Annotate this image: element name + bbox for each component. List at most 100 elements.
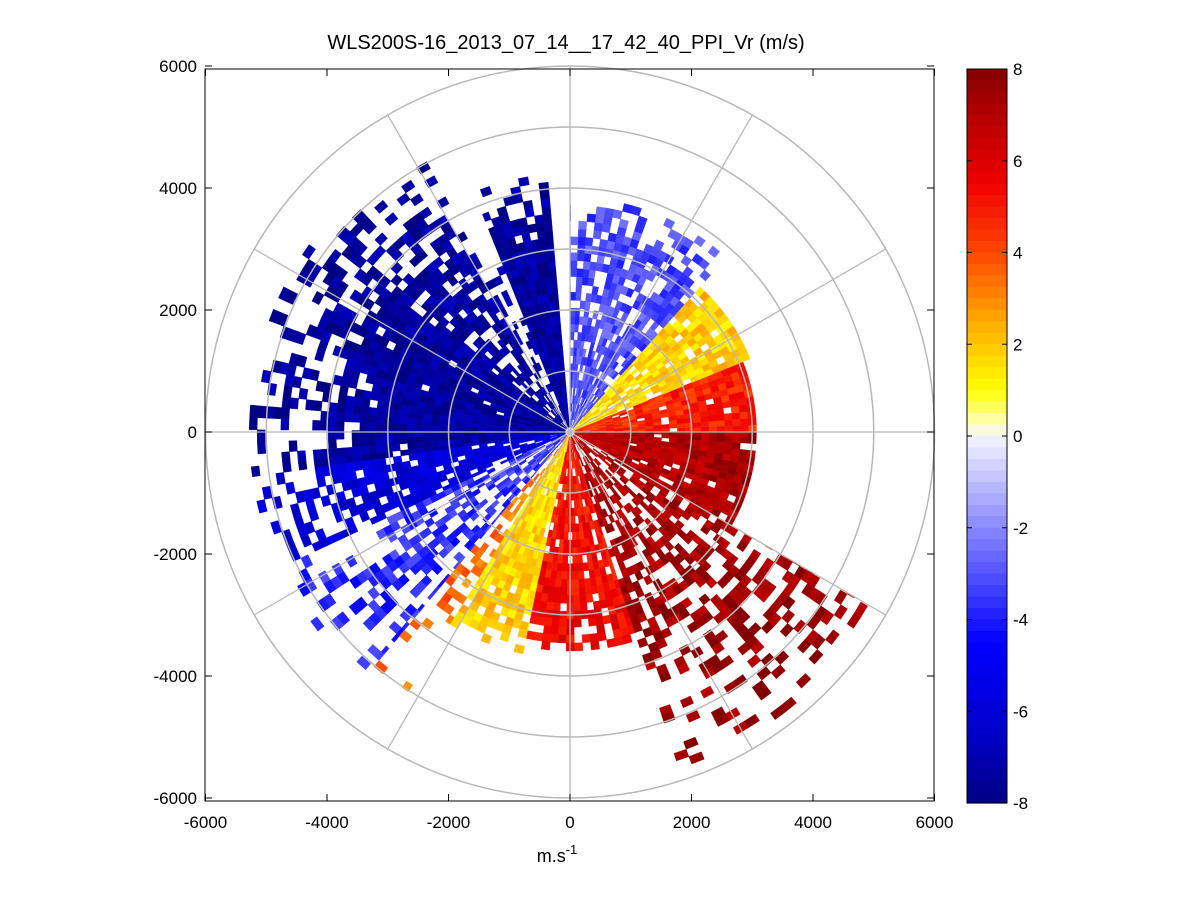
velocity-cell	[637, 433, 647, 438]
velocity-cell	[409, 617, 423, 631]
velocity-cell	[551, 562, 558, 572]
velocity-cell	[770, 664, 786, 679]
velocity-cell	[544, 229, 554, 239]
colorbar-band	[967, 332, 1007, 345]
velocity-cell	[756, 686, 772, 701]
velocity-cell	[361, 460, 372, 470]
colorbar-band	[967, 722, 1007, 735]
velocity-cell	[406, 424, 416, 432]
velocity-cell	[359, 422, 369, 431]
velocity-cell	[596, 623, 606, 634]
velocity-cell	[328, 448, 338, 459]
velocity-cell	[564, 523, 569, 533]
velocity-cell	[462, 418, 472, 424]
velocity-cell	[331, 473, 342, 485]
velocity-cell	[256, 499, 268, 514]
radial-spoke	[569, 114, 753, 433]
velocity-cell	[749, 549, 762, 562]
velocity-cell	[589, 261, 597, 271]
colorbar-band	[967, 252, 1007, 265]
velocity-cell	[522, 200, 534, 210]
velocity-cell	[715, 629, 729, 643]
velocity-cell	[507, 513, 516, 523]
velocity-cell	[414, 436, 424, 444]
velocity-cell	[517, 628, 528, 639]
velocity-cell	[781, 609, 795, 624]
velocity-cell	[517, 176, 530, 187]
colorbar-band	[967, 436, 1007, 449]
velocity-cell	[645, 433, 655, 438]
colorbar-tick-label: 0	[1013, 427, 1022, 446]
velocity-cell	[708, 426, 718, 433]
velocity-cell	[409, 586, 422, 599]
colorbar-band	[967, 149, 1007, 162]
velocity-cell	[330, 464, 341, 476]
colorbar-band	[967, 91, 1007, 105]
velocity-cell	[408, 453, 418, 462]
velocity-cell	[328, 411, 338, 422]
velocity-cell	[391, 423, 400, 432]
velocity-cell	[345, 395, 355, 406]
velocity-cell	[582, 260, 591, 270]
velocity-cell	[570, 315, 576, 325]
velocity-cell	[724, 435, 734, 443]
velocity-cell	[561, 515, 566, 525]
velocity-cell	[526, 630, 536, 641]
velocity-cell	[711, 642, 725, 655]
velocity-cell	[573, 602, 581, 612]
velocity-cell	[541, 633, 552, 643]
velocity-cell	[724, 425, 734, 433]
velocity-cell	[427, 591, 436, 601]
colorbar-band	[967, 562, 1007, 575]
velocity-cell	[486, 482, 497, 492]
velocity-cell	[525, 340, 533, 350]
velocity-cell	[650, 648, 663, 661]
velocity-cells	[248, 161, 868, 765]
velocity-cell	[825, 629, 840, 645]
colorbar-band	[967, 401, 1007, 414]
velocity-cell	[570, 347, 574, 356]
velocity-cell	[558, 634, 567, 644]
velocity-cell	[685, 710, 701, 723]
velocity-cell	[367, 422, 377, 431]
velocity-cell	[649, 291, 660, 303]
velocity-cell	[509, 429, 518, 432]
velocity-cell	[344, 447, 354, 457]
velocity-cell	[407, 411, 417, 420]
velocity-cell	[470, 427, 479, 432]
colorbar-band	[967, 103, 1007, 116]
velocity-cell	[422, 419, 432, 426]
velocity-cell	[700, 426, 710, 433]
velocity-cell	[280, 418, 290, 431]
velocity-cell	[516, 364, 525, 373]
velocity-cell	[577, 236, 586, 246]
colorbar-band	[967, 378, 1007, 391]
velocity-cell	[345, 554, 358, 568]
velocity-cell	[408, 405, 418, 414]
velocity-cell	[661, 711, 676, 724]
x-tick-label: 4000	[794, 813, 832, 832]
velocity-cell	[400, 449, 410, 457]
velocity-cell	[653, 437, 662, 442]
velocity-cell	[570, 252, 578, 261]
velocity-cell	[582, 268, 590, 278]
colorbar-tick-label: 8	[1013, 60, 1022, 79]
colorbar-band	[967, 344, 1007, 357]
velocity-cell	[560, 587, 568, 596]
velocity-cell	[607, 522, 616, 533]
velocity-cell	[732, 435, 741, 444]
velocity-cell	[257, 405, 267, 419]
velocity-cell	[478, 427, 487, 432]
colorbar-band	[967, 791, 1007, 804]
velocity-cell	[708, 435, 718, 442]
velocity-cell	[525, 331, 533, 342]
velocity-cell	[310, 616, 325, 632]
velocity-cell	[737, 610, 751, 624]
colorbar-tick-label: -8	[1013, 794, 1028, 813]
colorbar-tick-label: -2	[1013, 519, 1028, 538]
velocity-cell	[374, 232, 388, 246]
velocity-cell	[493, 428, 503, 432]
velocity-cell	[545, 384, 551, 393]
velocity-cell	[359, 510, 371, 523]
velocity-cell	[716, 435, 726, 443]
